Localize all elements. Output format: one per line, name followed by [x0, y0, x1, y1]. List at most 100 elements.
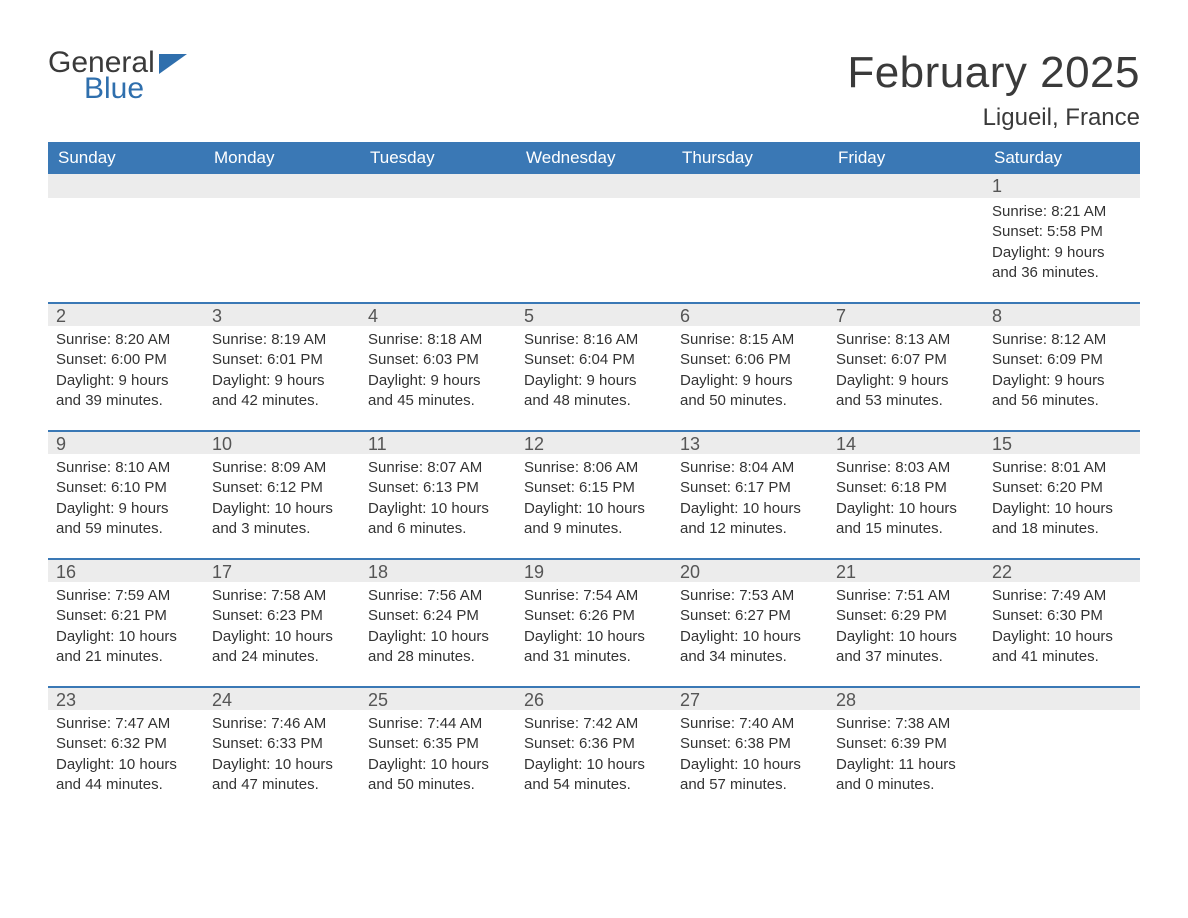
day-body: [204, 198, 360, 210]
calendar-week: 2Sunrise: 8:20 AMSunset: 6:00 PMDaylight…: [48, 302, 1140, 430]
sunrise-text: Sunrise: 8:03 AM: [836, 458, 976, 478]
day-number: 12: [516, 430, 672, 454]
sunrise-text: Sunrise: 7:40 AM: [680, 714, 820, 734]
day-body: Sunrise: 7:44 AMSunset: 6:35 PMDaylight:…: [360, 710, 516, 803]
day-body: Sunrise: 8:15 AMSunset: 6:06 PMDaylight:…: [672, 326, 828, 419]
sunset-text: Sunset: 6:20 PM: [992, 478, 1132, 498]
daylight-text: Daylight: 9 hours and 39 minutes.: [56, 371, 196, 412]
sunrise-text: Sunrise: 7:47 AM: [56, 714, 196, 734]
day-header: Wednesday: [516, 142, 672, 174]
day-body: [984, 710, 1140, 722]
flag-icon: [159, 54, 187, 74]
day-body: Sunrise: 8:07 AMSunset: 6:13 PMDaylight:…: [360, 454, 516, 547]
day-number: 20: [672, 558, 828, 582]
day-number: [204, 174, 360, 198]
calendar-cell: 25Sunrise: 7:44 AMSunset: 6:35 PMDayligh…: [360, 686, 516, 814]
sunset-text: Sunset: 6:07 PM: [836, 350, 976, 370]
sunset-text: Sunset: 6:15 PM: [524, 478, 664, 498]
day-number: 10: [204, 430, 360, 454]
calendar-cell: 10 Sunrise: 8:09 AMSunset: 6:12 PMDayligh…: [204, 430, 360, 558]
day-header: Thursday: [672, 142, 828, 174]
calendar-cell: [516, 174, 672, 302]
sunset-text: Sunset: 6:12 PM: [212, 478, 352, 498]
daylight-text: Daylight: 10 hours and 15 minutes.: [836, 499, 976, 540]
daylight-text: Daylight: 10 hours and 12 minutes.: [680, 499, 820, 540]
calendar-cell: 18Sunrise: 7:56 AMSunset: 6:24 PMDayligh…: [360, 558, 516, 686]
calendar-cell: 21Sunrise: 7:51 AMSunset: 6:29 PMDayligh…: [828, 558, 984, 686]
sunrise-text: Sunrise: 7:59 AM: [56, 586, 196, 606]
daylight-text: Daylight: 9 hours and 45 minutes.: [368, 371, 508, 412]
sunset-text: Sunset: 6:26 PM: [524, 606, 664, 626]
day-number: [672, 174, 828, 198]
sunset-text: Sunset: 6:03 PM: [368, 350, 508, 370]
day-body: Sunrise: 8:20 AMSunset: 6:00 PMDaylight:…: [48, 326, 204, 419]
day-body: Sunrise: 7:38 AMSunset: 6:39 PMDaylight:…: [828, 710, 984, 803]
day-header: Tuesday: [360, 142, 516, 174]
day-body: Sunrise: 7:53 AMSunset: 6:27 PMDaylight:…: [672, 582, 828, 675]
day-body: [516, 198, 672, 210]
day-number: 16: [48, 558, 204, 582]
sunset-text: Sunset: 6:35 PM: [368, 734, 508, 754]
day-body: [828, 198, 984, 210]
daylight-text: Daylight: 10 hours and 3 minutes.: [212, 499, 352, 540]
daylight-text: Daylight: 9 hours and 36 minutes.: [992, 243, 1132, 284]
daylight-text: Daylight: 10 hours and 21 minutes.: [56, 627, 196, 668]
sunset-text: Sunset: 6:06 PM: [680, 350, 820, 370]
day-number: 27: [672, 686, 828, 710]
day-number: 26: [516, 686, 672, 710]
calendar-cell: 20Sunrise: 7:53 AMSunset: 6:27 PMDayligh…: [672, 558, 828, 686]
day-number: 9: [48, 430, 204, 454]
calendar-cell: 12Sunrise: 8:06 AMSunset: 6:15 PMDayligh…: [516, 430, 672, 558]
sunset-text: Sunset: 6:09 PM: [992, 350, 1132, 370]
sunset-text: Sunset: 6:29 PM: [836, 606, 976, 626]
sunset-text: Sunset: 6:30 PM: [992, 606, 1132, 626]
calendar-cell: 17Sunrise: 7:58 AMSunset: 6:23 PMDayligh…: [204, 558, 360, 686]
sunset-text: Sunset: 6:24 PM: [368, 606, 508, 626]
daylight-text: Daylight: 10 hours and 24 minutes.: [212, 627, 352, 668]
day-number: 25: [360, 686, 516, 710]
calendar-cell: 16Sunrise: 7:59 AMSunset: 6:21 PMDayligh…: [48, 558, 204, 686]
sunrise-text: Sunrise: 8:12 AM: [992, 330, 1132, 350]
sunrise-text: Sunrise: 7:42 AM: [524, 714, 664, 734]
calendar-week: 1Sunrise: 8:21 AMSunset: 5:58 PMDaylight…: [48, 174, 1140, 302]
calendar-cell: [204, 174, 360, 302]
sunrise-text: Sunrise: 8:18 AM: [368, 330, 508, 350]
sunrise-text: Sunrise: 8:06 AM: [524, 458, 664, 478]
daylight-text: Daylight: 11 hours and 0 minutes.: [836, 755, 976, 796]
day-header: Friday: [828, 142, 984, 174]
sunset-text: Sunset: 6:04 PM: [524, 350, 664, 370]
month-title: February 2025: [847, 48, 1140, 98]
day-body: Sunrise: 7:54 AMSunset: 6:26 PMDaylight:…: [516, 582, 672, 675]
day-number: 11: [360, 430, 516, 454]
calendar-cell: 26Sunrise: 7:42 AMSunset: 6:36 PMDayligh…: [516, 686, 672, 814]
daylight-text: Daylight: 10 hours and 6 minutes.: [368, 499, 508, 540]
sunrise-text: Sunrise: 7:51 AM: [836, 586, 976, 606]
sunrise-text: Sunrise: 7:49 AM: [992, 586, 1132, 606]
day-header: Sunday: [48, 142, 204, 174]
calendar-cell: 19Sunrise: 7:54 AMSunset: 6:26 PMDayligh…: [516, 558, 672, 686]
calendar-cell: 4Sunrise: 8:18 AMSunset: 6:03 PMDaylight…: [360, 302, 516, 430]
day-number: 2: [48, 302, 204, 326]
sunset-text: Sunset: 6:10 PM: [56, 478, 196, 498]
daylight-text: Daylight: 10 hours and 37 minutes.: [836, 627, 976, 668]
calendar-cell: 7Sunrise: 8:13 AMSunset: 6:07 PMDaylight…: [828, 302, 984, 430]
sunset-text: Sunset: 6:38 PM: [680, 734, 820, 754]
daylight-text: Daylight: 9 hours and 48 minutes.: [524, 371, 664, 412]
sunrise-text: Sunrise: 8:13 AM: [836, 330, 976, 350]
day-number: 17: [204, 558, 360, 582]
calendar-cell: 23Sunrise: 7:47 AMSunset: 6:32 PMDayligh…: [48, 686, 204, 814]
brand-logo: General Blue: [48, 48, 187, 104]
page-header: General Blue February 2025 Ligueil, Fran…: [48, 48, 1140, 132]
sunrise-text: Sunrise: 8:16 AM: [524, 330, 664, 350]
day-body: Sunrise: 8:04 AMSunset: 6:17 PMDaylight:…: [672, 454, 828, 547]
day-header-row: SundayMondayTuesdayWednesdayThursdayFrid…: [48, 142, 1140, 174]
calendar-cell: 28Sunrise: 7:38 AMSunset: 6:39 PMDayligh…: [828, 686, 984, 814]
day-number: 1: [984, 174, 1140, 198]
sunrise-text: Sunrise: 8:19 AM: [212, 330, 352, 350]
day-body: Sunrise: 8:10 AMSunset: 6:10 PMDaylight:…: [48, 454, 204, 547]
sunrise-text: Sunrise: 8:09 AM: [212, 458, 352, 478]
sunrise-text: Sunrise: 7:53 AM: [680, 586, 820, 606]
daylight-text: Daylight: 10 hours and 34 minutes.: [680, 627, 820, 668]
day-body: Sunrise: 8:12 AMSunset: 6:09 PMDaylight:…: [984, 326, 1140, 419]
sunset-text: Sunset: 6:18 PM: [836, 478, 976, 498]
